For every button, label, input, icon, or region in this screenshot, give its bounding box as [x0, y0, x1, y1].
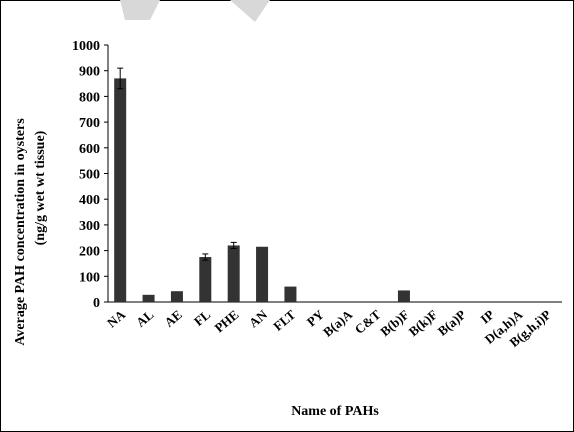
bar-na — [114, 78, 127, 302]
y-axis-ticks: 0 100 200 300 400 500 600 700 800 900 1000 — [72, 39, 108, 311]
y-tick-label: 600 — [79, 142, 100, 157]
x-tick-label: C&T — [352, 307, 384, 337]
x-axis-title: Name of PAHs — [291, 404, 379, 419]
x-tick-label: NA — [104, 306, 128, 330]
x-tick-label: FL — [191, 307, 214, 329]
y-axis-title: Average PAH concentration in oysters — [13, 118, 28, 346]
y-tick-label: 300 — [79, 219, 100, 234]
y-axis-unit: (ng/g wet wt tissue) — [33, 130, 48, 245]
bar-phe — [227, 245, 240, 302]
y-tick-label: 800 — [79, 90, 100, 105]
x-tick-label: AL — [133, 307, 157, 330]
bar-al — [142, 294, 155, 302]
y-tick-label: 200 — [79, 245, 100, 260]
watermark-shape — [230, 0, 270, 22]
x-tick-label: PHE — [211, 307, 241, 336]
y-tick-label: 700 — [79, 116, 100, 131]
y-tick-label: 500 — [79, 168, 100, 183]
bar-an — [256, 246, 269, 302]
y-tick-label: 400 — [79, 193, 100, 208]
bar-flt — [284, 286, 297, 302]
y-tick-label: 900 — [79, 65, 100, 80]
x-tick-label: IP — [477, 307, 497, 327]
watermark-shape — [120, 0, 160, 20]
x-tick-label: B(a)P — [435, 307, 469, 339]
bar-ae — [170, 291, 183, 302]
bar-b-b-f — [397, 290, 410, 302]
y-tick-label: 0 — [93, 296, 100, 311]
x-tick-label: B(b)F — [377, 307, 412, 339]
x-tick-label: FLT — [270, 307, 298, 334]
y-tick-label: 1000 — [72, 39, 100, 54]
y-tick-label: 100 — [79, 270, 100, 285]
bar-fl — [199, 257, 212, 302]
x-tick-label: AE — [161, 307, 184, 330]
bar-series — [114, 67, 410, 302]
x-tick-label: AN — [246, 306, 270, 330]
x-tick-label: B(a)A — [320, 306, 356, 339]
x-tick-label: B(k)F — [406, 307, 441, 339]
